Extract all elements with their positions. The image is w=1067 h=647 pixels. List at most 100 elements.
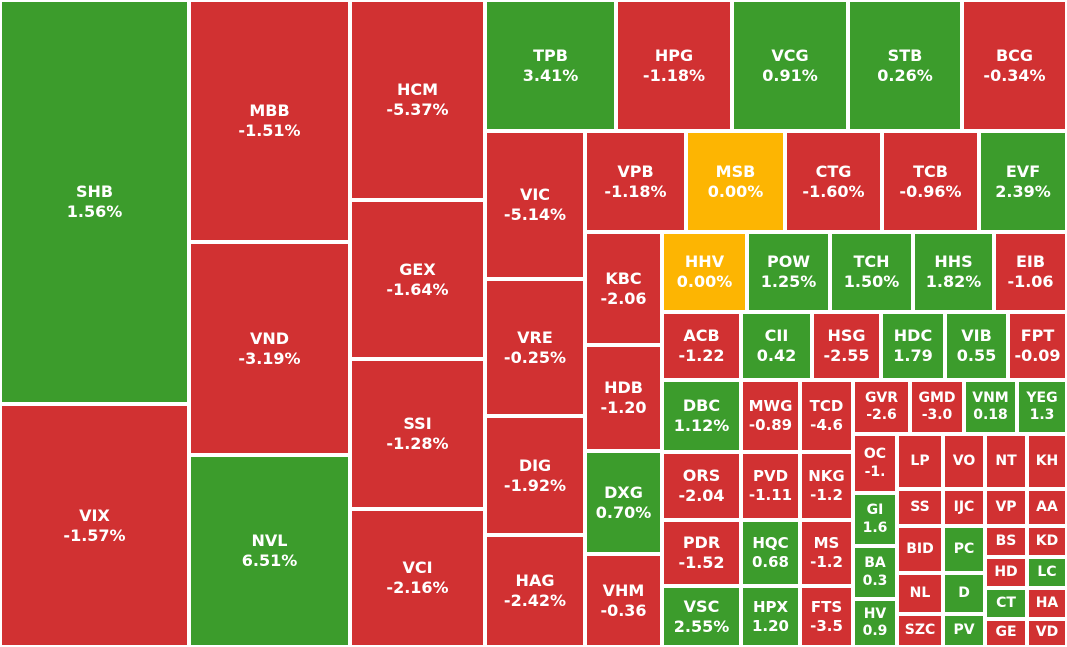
tile-cii[interactable]: CII 0.42 [741, 312, 812, 380]
tile-symbol: ACB [683, 326, 720, 345]
tile-vic[interactable]: VIC -5.14% [485, 131, 585, 279]
tile-change: -1.11 [748, 486, 793, 504]
tile-evf[interactable]: EVF 2.39% [979, 131, 1067, 232]
tile-tch[interactable]: TCH 1.50% [830, 232, 913, 312]
tile-ha[interactable]: HA [1027, 588, 1067, 619]
tile-vd[interactable]: VD [1027, 619, 1067, 647]
tile-d[interactable]: D [943, 573, 985, 614]
tile-hag[interactable]: HAG -2.42% [485, 535, 585, 647]
tile-hdc[interactable]: HDC 1.79 [881, 312, 945, 380]
tile-symbol: TPB [533, 45, 568, 65]
tile-vo[interactable]: VO [943, 434, 985, 489]
tile-vib[interactable]: VIB 0.55 [945, 312, 1008, 380]
tile-gvr[interactable]: GVR -2.6 [853, 380, 910, 434]
tile-ct[interactable]: CT [985, 588, 1027, 619]
tile-lc[interactable]: LC [1027, 557, 1067, 588]
tile-vnd[interactable]: VND -3.19% [189, 242, 350, 455]
tile-stb[interactable]: STB 0.26% [848, 0, 962, 131]
tile-fts[interactable]: FTS -3.5 [800, 586, 853, 647]
tile-ssi[interactable]: SSI -1.28% [350, 359, 485, 509]
tile-kbc[interactable]: KBC -2.06 [585, 232, 662, 345]
tile-change: -3.19% [238, 348, 301, 368]
tile-vp[interactable]: VP [985, 489, 1027, 526]
tile-hpg[interactable]: HPG -1.18% [616, 0, 732, 131]
tile-ge[interactable]: GE [985, 619, 1027, 647]
tile-change: 1.82% [925, 272, 982, 291]
tile-change: 0.18 [973, 407, 1008, 423]
tile-ba[interactable]: BA 0.3 [853, 546, 897, 599]
tile-pc[interactable]: PC [943, 526, 985, 573]
tile-lp[interactable]: LP [897, 434, 943, 489]
tile-vci[interactable]: VCI -2.16% [350, 509, 485, 647]
tile-symbol: HA [1035, 594, 1059, 611]
tile-vpb[interactable]: VPB -1.18% [585, 131, 686, 232]
tile-ijc[interactable]: IJC [943, 489, 985, 526]
tile-fpt[interactable]: FPT -0.09 [1008, 312, 1067, 380]
tile-vcg[interactable]: VCG 0.91% [732, 0, 848, 131]
tile-ctg[interactable]: CTG -1.60% [785, 131, 882, 232]
tile-kd[interactable]: KD [1027, 526, 1067, 557]
tile-vix[interactable]: VIX -1.57% [0, 404, 189, 647]
tile-vnm[interactable]: VNM 0.18 [964, 380, 1017, 434]
tile-change: 1.79 [893, 346, 933, 365]
tile-nt[interactable]: NT [985, 434, 1027, 489]
tile-hqc[interactable]: HQC 0.68 [741, 520, 800, 586]
tile-acb[interactable]: ACB -1.22 [662, 312, 741, 380]
tile-dxg[interactable]: DXG 0.70% [585, 451, 662, 554]
tile-ors[interactable]: ORS -2.04 [662, 452, 741, 520]
tile-change: 0.55 [956, 346, 997, 365]
tile-oc[interactable]: OC -1. [853, 434, 897, 493]
tile-ss[interactable]: SS [897, 489, 943, 526]
tile-hcm[interactable]: HCM -5.37% [350, 0, 485, 200]
tile-vsc[interactable]: VSC 2.55% [662, 586, 741, 647]
tile-eib[interactable]: EIB -1.06 [994, 232, 1067, 312]
tile-msb[interactable]: MSB 0.00% [686, 131, 785, 232]
tile-symbol: DXG [604, 482, 643, 502]
tile-shb[interactable]: SHB 1.56% [0, 0, 189, 404]
tile-bcg[interactable]: BCG -0.34% [962, 0, 1067, 131]
tile-ms[interactable]: MS -1.2 [800, 520, 853, 586]
tile-vhm[interactable]: VHM -0.36 [585, 554, 662, 647]
tile-change: -1.18% [604, 181, 667, 201]
tile-symbol: CTG [815, 161, 852, 181]
tile-change: 3.41% [522, 65, 579, 85]
tile-hdb[interactable]: HDB -1.20 [585, 345, 662, 451]
tile-hhv[interactable]: HHV 0.00% [662, 232, 747, 312]
tile-hsg[interactable]: HSG -2.55 [812, 312, 881, 380]
tile-tcb[interactable]: TCB -0.96% [882, 131, 979, 232]
tile-bid[interactable]: BID [897, 526, 943, 573]
tile-bs[interactable]: BS [985, 526, 1027, 557]
tile-pv[interactable]: PV [943, 614, 985, 647]
tile-pdr[interactable]: PDR -1.52 [662, 520, 741, 586]
tile-dig[interactable]: DIG -1.92% [485, 416, 585, 535]
tile-symbol: VCI [402, 558, 433, 577]
tile-hpx[interactable]: HPX 1.20 [741, 586, 800, 647]
tile-aa[interactable]: AA [1027, 489, 1067, 526]
tile-tcd[interactable]: TCD -4.6 [800, 380, 853, 452]
tile-gmd[interactable]: GMD -3.0 [910, 380, 964, 434]
tile-symbol: VIX [79, 505, 110, 525]
tile-nkg[interactable]: NKG -1.2 [800, 452, 853, 520]
tile-vre[interactable]: VRE -0.25% [485, 279, 585, 416]
tile-symbol: EIB [1015, 252, 1046, 271]
tile-symbol: SS [910, 498, 930, 515]
tile-symbol: VHM [602, 580, 645, 600]
tile-mwg[interactable]: MWG -0.89 [741, 380, 800, 452]
tile-tpb[interactable]: TPB 3.41% [485, 0, 616, 131]
tile-pvd[interactable]: PVD -1.11 [741, 452, 800, 520]
tile-nvl[interactable]: NVL 6.51% [189, 455, 350, 647]
tile-mbb[interactable]: MBB -1.51% [189, 0, 350, 242]
tile-pow[interactable]: POW 1.25% [747, 232, 830, 312]
tile-nl[interactable]: NL [897, 573, 943, 614]
tile-change: -4.6 [810, 416, 843, 434]
tile-gex[interactable]: GEX -1.64% [350, 200, 485, 359]
tile-szc[interactable]: SZC [897, 614, 943, 647]
tile-change: -2.55 [823, 346, 870, 365]
tile-hhs[interactable]: HHS 1.82% [913, 232, 994, 312]
tile-hd[interactable]: HD [985, 557, 1027, 588]
tile-kh[interactable]: KH [1027, 434, 1067, 489]
tile-yeg[interactable]: YEG 1.3 [1017, 380, 1067, 434]
tile-gi[interactable]: GI 1.6 [853, 493, 897, 546]
tile-hv[interactable]: HV 0.9 [853, 599, 897, 647]
tile-dbc[interactable]: DBC 1.12% [662, 380, 741, 452]
